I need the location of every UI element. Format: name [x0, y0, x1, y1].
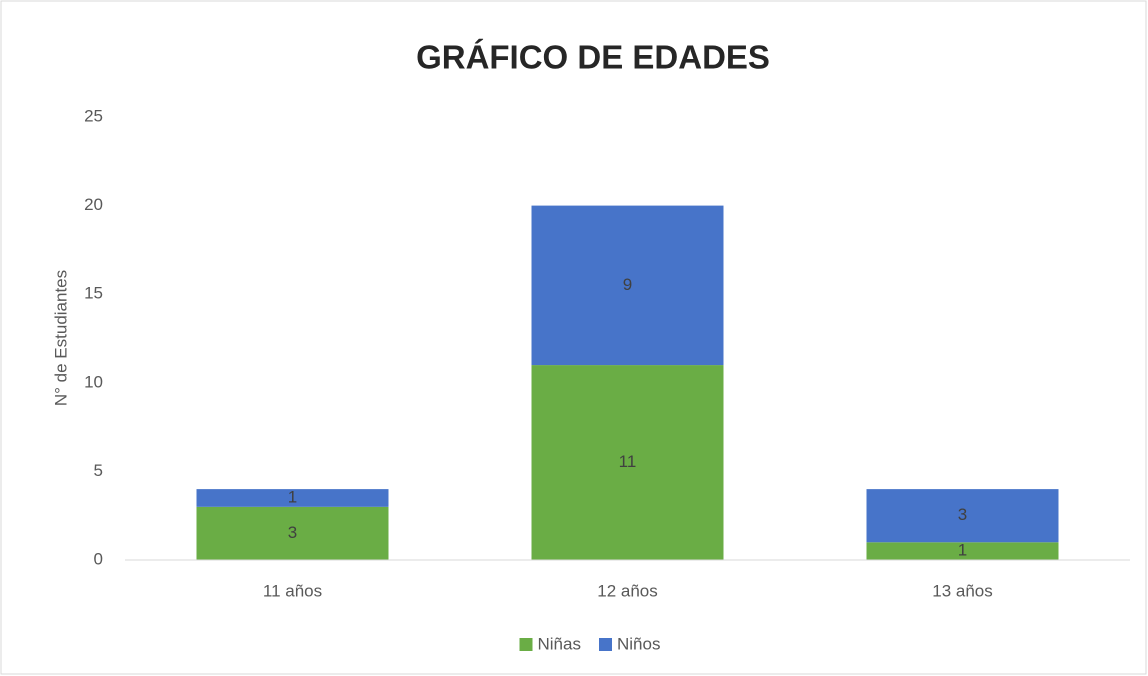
- y-tick-label: 25: [84, 106, 103, 125]
- legend-swatch: [519, 638, 533, 651]
- y-tick-label: 5: [94, 461, 103, 480]
- bar-segment: [866, 489, 1059, 543]
- data-label: 1: [958, 541, 967, 560]
- data-label: 3: [958, 505, 967, 524]
- bar-segment: [531, 365, 724, 560]
- data-label: 1: [288, 487, 297, 506]
- y-tick-label: 10: [84, 372, 103, 391]
- bar-segment: [531, 205, 724, 366]
- bar-segment: [196, 506, 389, 560]
- data-label: 11: [619, 452, 637, 471]
- x-tick-label: 11 años: [263, 581, 322, 600]
- y-axis-label: N° de Estudiantes: [51, 270, 70, 406]
- x-tick-label: 13 años: [932, 581, 993, 600]
- legend-label: Niñas: [538, 634, 581, 653]
- chart-title: GRÁFICO DE EDADES: [416, 39, 770, 76]
- bar-segment: [196, 489, 389, 507]
- legend-label: Niños: [617, 634, 660, 653]
- bar-segment: [866, 542, 1059, 560]
- legend-swatch: [599, 638, 612, 651]
- y-tick-label: 0: [94, 549, 103, 568]
- x-tick-label: 12 años: [597, 581, 658, 600]
- y-tick-label: 20: [84, 195, 103, 214]
- data-label: 9: [623, 275, 632, 294]
- y-tick-label: 15: [84, 284, 103, 303]
- data-label: 3: [288, 523, 297, 542]
